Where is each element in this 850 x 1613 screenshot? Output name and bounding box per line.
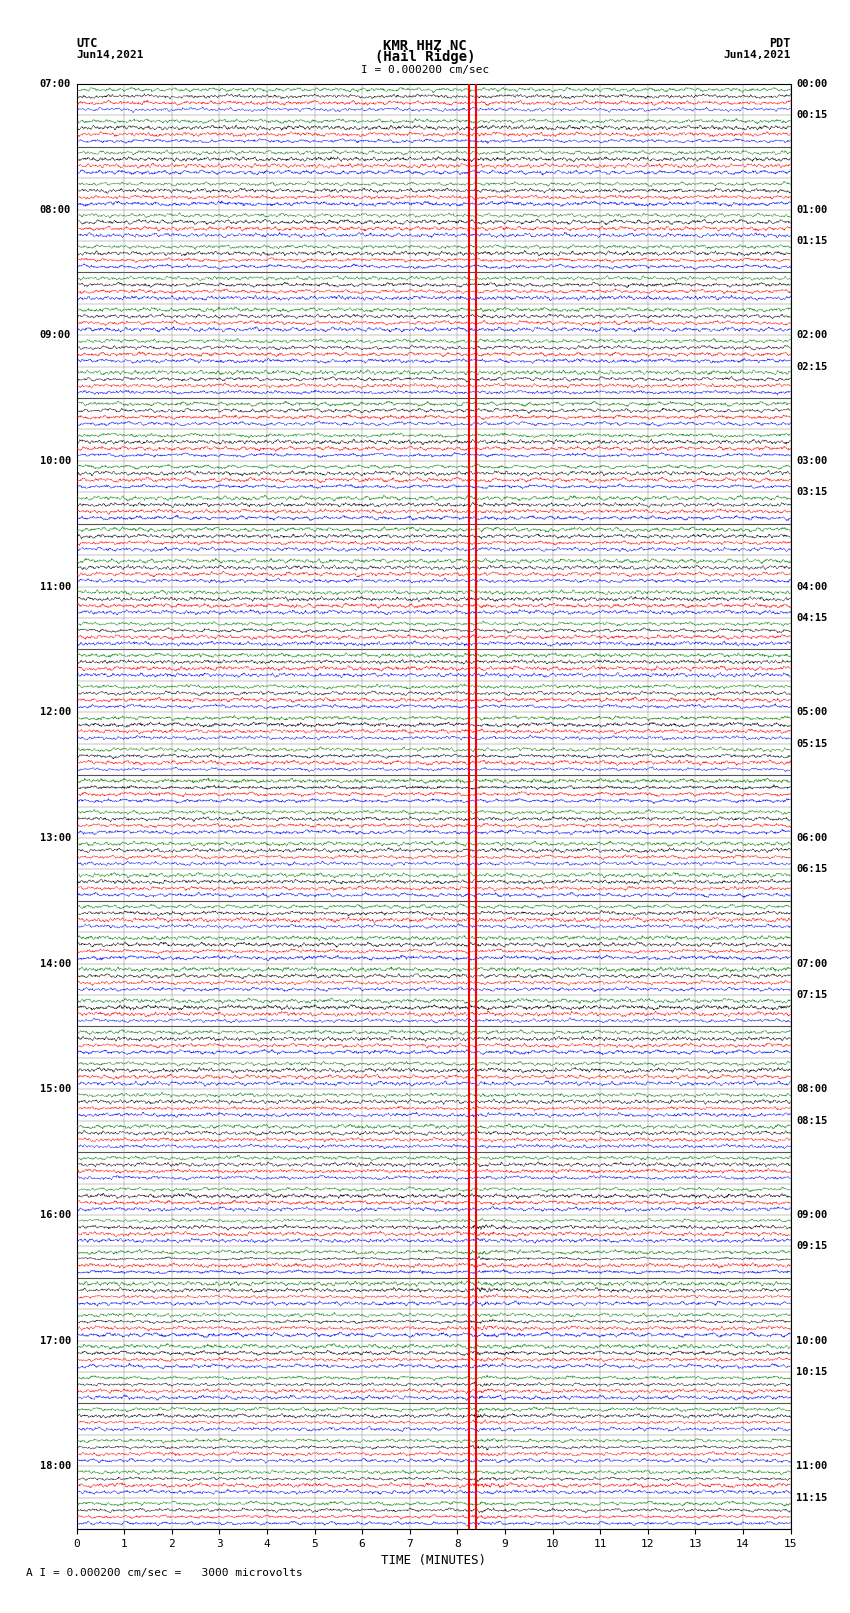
Text: 11:00: 11:00: [40, 582, 71, 592]
Text: 08:00: 08:00: [40, 205, 71, 215]
Text: 07:00: 07:00: [796, 958, 827, 968]
Text: PDT: PDT: [769, 37, 790, 50]
Text: Jun14,2021: Jun14,2021: [723, 50, 791, 60]
Text: 10:00: 10:00: [796, 1336, 827, 1345]
Text: 08:00: 08:00: [796, 1084, 827, 1094]
Text: 05:00: 05:00: [796, 706, 827, 718]
Text: 11:15: 11:15: [796, 1492, 827, 1503]
Text: 04:00: 04:00: [796, 582, 827, 592]
Text: 10:00: 10:00: [40, 456, 71, 466]
Text: 00:00: 00:00: [796, 79, 827, 89]
Text: 03:00: 03:00: [796, 456, 827, 466]
Text: 02:00: 02:00: [796, 331, 827, 340]
Text: KMR HHZ NC: KMR HHZ NC: [383, 39, 467, 53]
Text: 05:15: 05:15: [796, 739, 827, 748]
Text: 15:00: 15:00: [40, 1084, 71, 1094]
Text: 09:00: 09:00: [796, 1210, 827, 1219]
Text: 11:00: 11:00: [796, 1461, 827, 1471]
Text: 14:00: 14:00: [40, 958, 71, 968]
Text: Jun14,2021: Jun14,2021: [76, 50, 144, 60]
Text: 04:15: 04:15: [796, 613, 827, 623]
Text: 16:00: 16:00: [40, 1210, 71, 1219]
Text: 08:15: 08:15: [796, 1116, 827, 1126]
Text: 01:15: 01:15: [796, 235, 827, 245]
Text: 12:00: 12:00: [40, 706, 71, 718]
Text: 10:15: 10:15: [796, 1368, 827, 1378]
Text: 09:00: 09:00: [40, 331, 71, 340]
Text: 06:15: 06:15: [796, 865, 827, 874]
Text: UTC: UTC: [76, 37, 98, 50]
Text: 07:15: 07:15: [796, 990, 827, 1000]
Text: A I = 0.000200 cm/sec =   3000 microvolts: A I = 0.000200 cm/sec = 3000 microvolts: [26, 1568, 303, 1578]
Text: 07:00: 07:00: [40, 79, 71, 89]
Text: 17:00: 17:00: [40, 1336, 71, 1345]
Text: I = 0.000200 cm/sec: I = 0.000200 cm/sec: [361, 65, 489, 74]
Text: 02:15: 02:15: [796, 361, 827, 371]
Text: 13:00: 13:00: [40, 832, 71, 844]
Text: 18:00: 18:00: [40, 1461, 71, 1471]
Text: 00:15: 00:15: [796, 110, 827, 121]
Text: 01:00: 01:00: [796, 205, 827, 215]
X-axis label: TIME (MINUTES): TIME (MINUTES): [381, 1555, 486, 1568]
Text: 09:15: 09:15: [796, 1242, 827, 1252]
Text: 03:15: 03:15: [796, 487, 827, 497]
Text: 06:00: 06:00: [796, 832, 827, 844]
Text: (Hail Ridge): (Hail Ridge): [375, 50, 475, 65]
